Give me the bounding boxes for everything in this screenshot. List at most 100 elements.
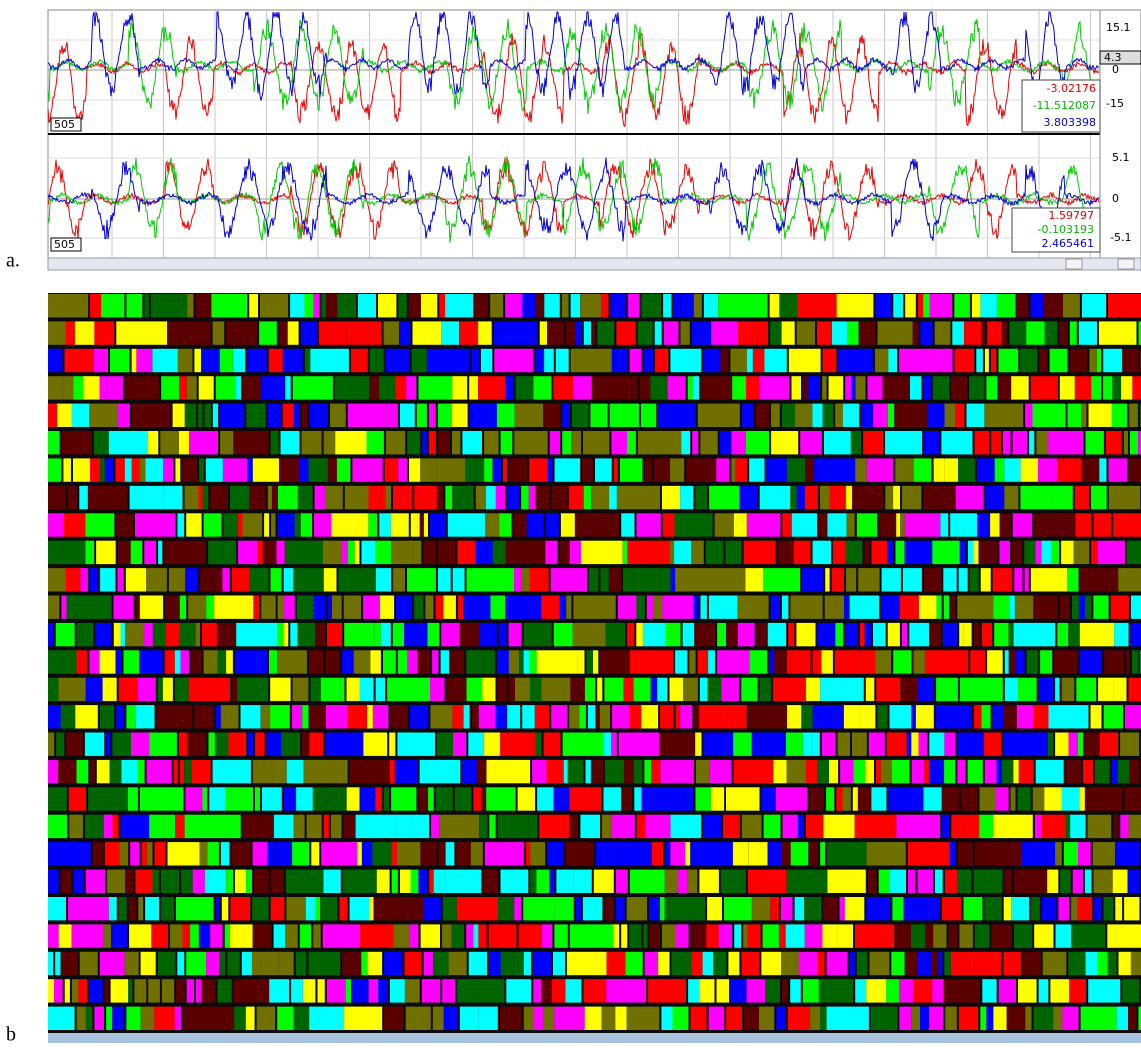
strip-segment (424, 952, 433, 975)
strip-segment (634, 787, 641, 810)
scrollbar[interactable] (48, 258, 1141, 270)
strip-segment (205, 404, 211, 427)
strip-segment (293, 678, 309, 701)
strip-segment (699, 870, 719, 893)
strip-segment (340, 678, 344, 701)
strip-segment (158, 678, 163, 701)
strip-segment (1130, 431, 1138, 454)
strip-segment (218, 979, 232, 1002)
strip-segment (703, 349, 720, 372)
strip-segment (75, 705, 98, 728)
strip-segment (342, 541, 348, 564)
strip-segment (199, 458, 204, 481)
strip-segment (438, 541, 455, 564)
strip-segment (771, 431, 798, 454)
strip-segment (548, 458, 553, 481)
strip-segment (105, 458, 114, 481)
strip-segment (360, 924, 393, 947)
strip-segment (86, 870, 105, 893)
strip-segment (523, 897, 555, 920)
strip-segment (781, 952, 799, 975)
strip-segment (142, 842, 147, 865)
strip-segment (398, 650, 408, 673)
strip-segment (285, 924, 298, 947)
strip-segment (107, 870, 125, 893)
strip-segment (965, 815, 980, 838)
strip-segment (372, 842, 391, 865)
strip-segment (322, 294, 327, 317)
strip-segment (216, 705, 221, 728)
strip-segment (437, 458, 465, 481)
strip-segment (871, 787, 886, 810)
strip-segment (867, 842, 906, 865)
strip-segment (853, 760, 865, 783)
strip-segment (997, 760, 1002, 783)
strip-segment (449, 650, 464, 673)
strip-segment (271, 513, 275, 536)
strip-segment (277, 650, 307, 673)
strip-segment (301, 321, 317, 344)
strip-segment (768, 842, 782, 865)
strip-segment (1109, 458, 1128, 481)
strip-segment (309, 1007, 344, 1030)
strip-segment (48, 815, 67, 838)
strip-segment (855, 815, 897, 838)
strip-segment (420, 513, 424, 536)
strip-segment (447, 678, 467, 701)
strip-segment (832, 321, 847, 344)
scroll-button[interactable] (1118, 259, 1134, 269)
strip-segment (1020, 486, 1051, 509)
strip-segment (1132, 376, 1141, 399)
strip-segment (489, 952, 501, 975)
strip-segment (597, 321, 614, 344)
strip-segment (62, 431, 92, 454)
strip-segment (309, 650, 324, 673)
strip-segment (643, 623, 666, 646)
strip-segment (896, 815, 940, 838)
strip-segment (923, 486, 955, 509)
strip-segment (138, 897, 143, 920)
strip-segment (607, 952, 626, 975)
strip-segment (483, 870, 498, 893)
strip-segment (191, 650, 202, 673)
strip-segment (534, 376, 552, 399)
strip-segment (163, 486, 182, 509)
strip-segment (905, 541, 933, 564)
strip-segment (742, 404, 754, 427)
strip-segment (823, 897, 837, 920)
strip-segment (1017, 705, 1033, 728)
strip-segment (522, 705, 535, 728)
strip-segment (979, 815, 993, 838)
strip-segment (208, 541, 236, 564)
strip-segment (670, 458, 684, 481)
strip-segment (693, 376, 699, 399)
strip-segment (473, 979, 504, 1002)
strip-segment (788, 1007, 810, 1030)
strip-segment (911, 705, 916, 728)
strip-segment (942, 815, 949, 838)
strip-segment (1088, 979, 1120, 1002)
strip-segment (610, 404, 639, 427)
strip-segment (395, 760, 418, 783)
strip-segment (323, 541, 342, 564)
strip-segment (642, 294, 662, 317)
strip-segment (709, 486, 740, 509)
strip-segment (119, 842, 128, 865)
strip-segment (879, 513, 896, 536)
strip-segment (1049, 596, 1058, 619)
strip-segment (321, 842, 357, 865)
strip-segment (445, 486, 452, 509)
strip-segment (1104, 705, 1123, 728)
strip-segment (430, 705, 452, 728)
strip-segment (216, 376, 235, 399)
scroll-button[interactable] (1066, 259, 1082, 269)
strip-segment (228, 815, 241, 838)
strip-segment (795, 897, 805, 920)
strip-segment (1066, 760, 1081, 783)
strip-segment (295, 513, 301, 536)
strip-segment (975, 431, 990, 454)
scrollbar[interactable] (48, 1033, 1141, 1043)
strip-segment (733, 733, 752, 756)
strip-segment (175, 458, 180, 481)
strip-segment (131, 733, 149, 756)
